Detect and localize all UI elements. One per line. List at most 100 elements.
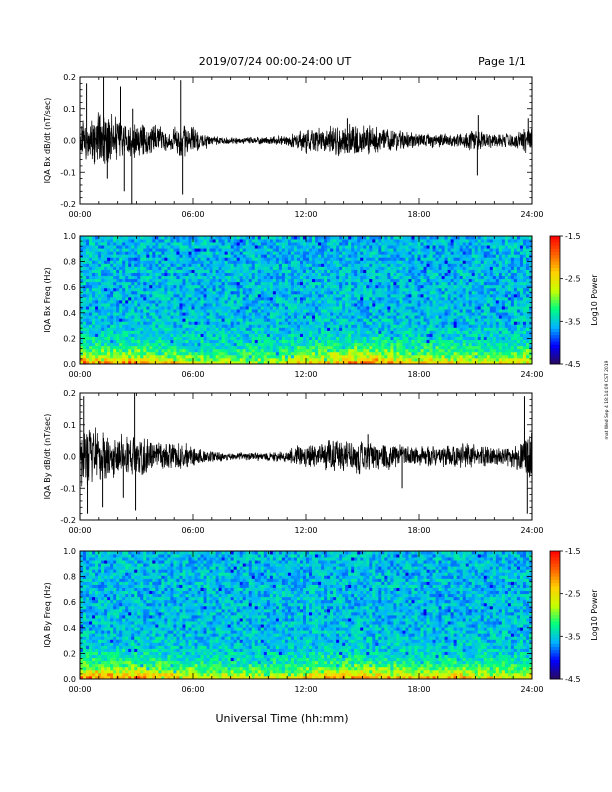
spectrogram-cell [149,296,153,301]
spectrogram-cell [158,345,162,350]
spectrogram-cell [272,303,277,307]
spectrogram-cell [426,251,430,255]
spectrogram-cell [248,312,253,316]
spectrogram-cell [321,327,325,331]
spectrogram-cell [360,263,364,267]
spectrogram-cell [152,324,156,328]
spectrogram-cell [296,360,301,365]
spectrogram-cell [266,275,271,280]
spectrogram-cell [363,357,367,362]
spectrogram-cell [107,321,111,325]
spectrogram-cell [275,312,280,316]
spectrogram-cell [191,321,195,325]
spectrogram-cell [336,251,340,255]
spectrogram-cell [414,351,418,356]
spectrogram-cell [302,254,307,258]
spectrogram-cell [293,269,298,273]
spectrogram-cell [327,248,331,252]
spectrogram-cell [318,248,322,252]
spectrogram-cell [281,360,286,365]
spectrogram-cell [399,251,403,255]
spectrogram-cell [275,345,280,350]
spectrogram-cell [420,300,424,304]
spectrogram-cell [221,318,226,322]
spectrogram-cell [269,321,274,325]
spectrogram-cell [345,296,349,301]
spectrogram-cell [360,318,364,322]
spectrogram-cell [369,278,373,283]
spectrogram-cell [275,254,280,258]
spectrogram-cell [230,242,235,246]
spectrogram-cell [164,336,168,341]
spectrogram-cell [384,254,388,258]
spectrogram-cell [125,251,129,255]
spectrogram-cell [278,306,283,310]
spectrogram-cell [336,248,340,252]
spectrogram-cell [221,245,226,249]
spectrogram-cell [206,300,210,304]
spectrogram-cell [158,330,162,334]
spectrogram-cell [272,272,277,277]
spectrogram-cell [98,351,102,356]
spectrogram-cell [360,303,364,307]
spectrogram-cell [167,290,171,295]
spectrogram-cell [104,236,108,240]
spectrogram-cell [86,333,90,337]
spectrogram-cell [306,336,310,341]
spectrogram-cell [215,242,220,246]
spectrogram-cell [149,312,153,316]
spectrogram-cell [254,248,259,252]
spectrogram-cell [348,272,352,277]
spectrogram-cell [239,281,244,286]
spectrogram-cell [315,336,319,341]
spectrogram-cell [242,345,247,350]
spectrogram-cell [101,345,105,350]
spectrogram-cell [411,321,415,325]
spectrogram-cell [86,339,90,344]
spectrogram-cell [95,354,99,359]
spectrogram-cell [230,327,235,331]
spectrogram-cell [302,290,307,295]
spectrogram-cell [375,348,379,353]
spectrogram-cell [345,351,349,356]
spectrogram-cell [357,269,361,273]
spectrogram-cell [399,321,403,325]
spectrogram-cell [417,324,421,328]
spectrogram-cell [420,351,424,356]
spectrogram-cell [263,251,268,255]
spectrogram-cell [155,281,159,286]
spectrogram-cell [378,260,382,264]
spectrogram-cell [200,357,204,362]
spectrogram-cell [405,348,409,353]
spectrogram-cell [128,342,132,347]
spectrogram-cell [227,290,232,295]
spectrogram-cell [402,287,406,292]
spectrogram-cell [302,312,307,316]
spectrogram-cell [200,254,204,258]
spectrogram-cell [197,245,201,249]
spectrogram-cell [411,345,415,350]
spectrogram-cell [360,269,364,273]
spectrogram-cell [318,324,322,328]
spectrogram-cell [137,315,141,319]
spectrogram-cell [143,290,147,295]
spectrogram-cell [125,333,129,337]
spectrogram-cell [339,266,343,270]
spectrogram-cell [161,251,165,255]
spectrogram-cell [200,275,204,280]
spectrogram-cell [269,248,274,252]
spectrogram-cell [414,287,418,292]
spectrogram-cell [122,336,126,341]
spectrogram-cell [390,339,394,344]
spectrogram-cell [104,330,108,334]
spectrogram-cell [86,351,90,356]
spectrogram-cell [263,342,268,347]
spectrogram-cell [245,248,250,252]
spectrogram-cell [345,254,349,258]
spectrogram-cell [339,339,343,344]
spectrogram-cell [293,321,298,325]
spectrogram-cell [333,266,337,270]
spectrogram-cell [122,339,126,344]
spectrogram-cell [239,321,244,325]
spectrogram-cell [333,345,337,350]
